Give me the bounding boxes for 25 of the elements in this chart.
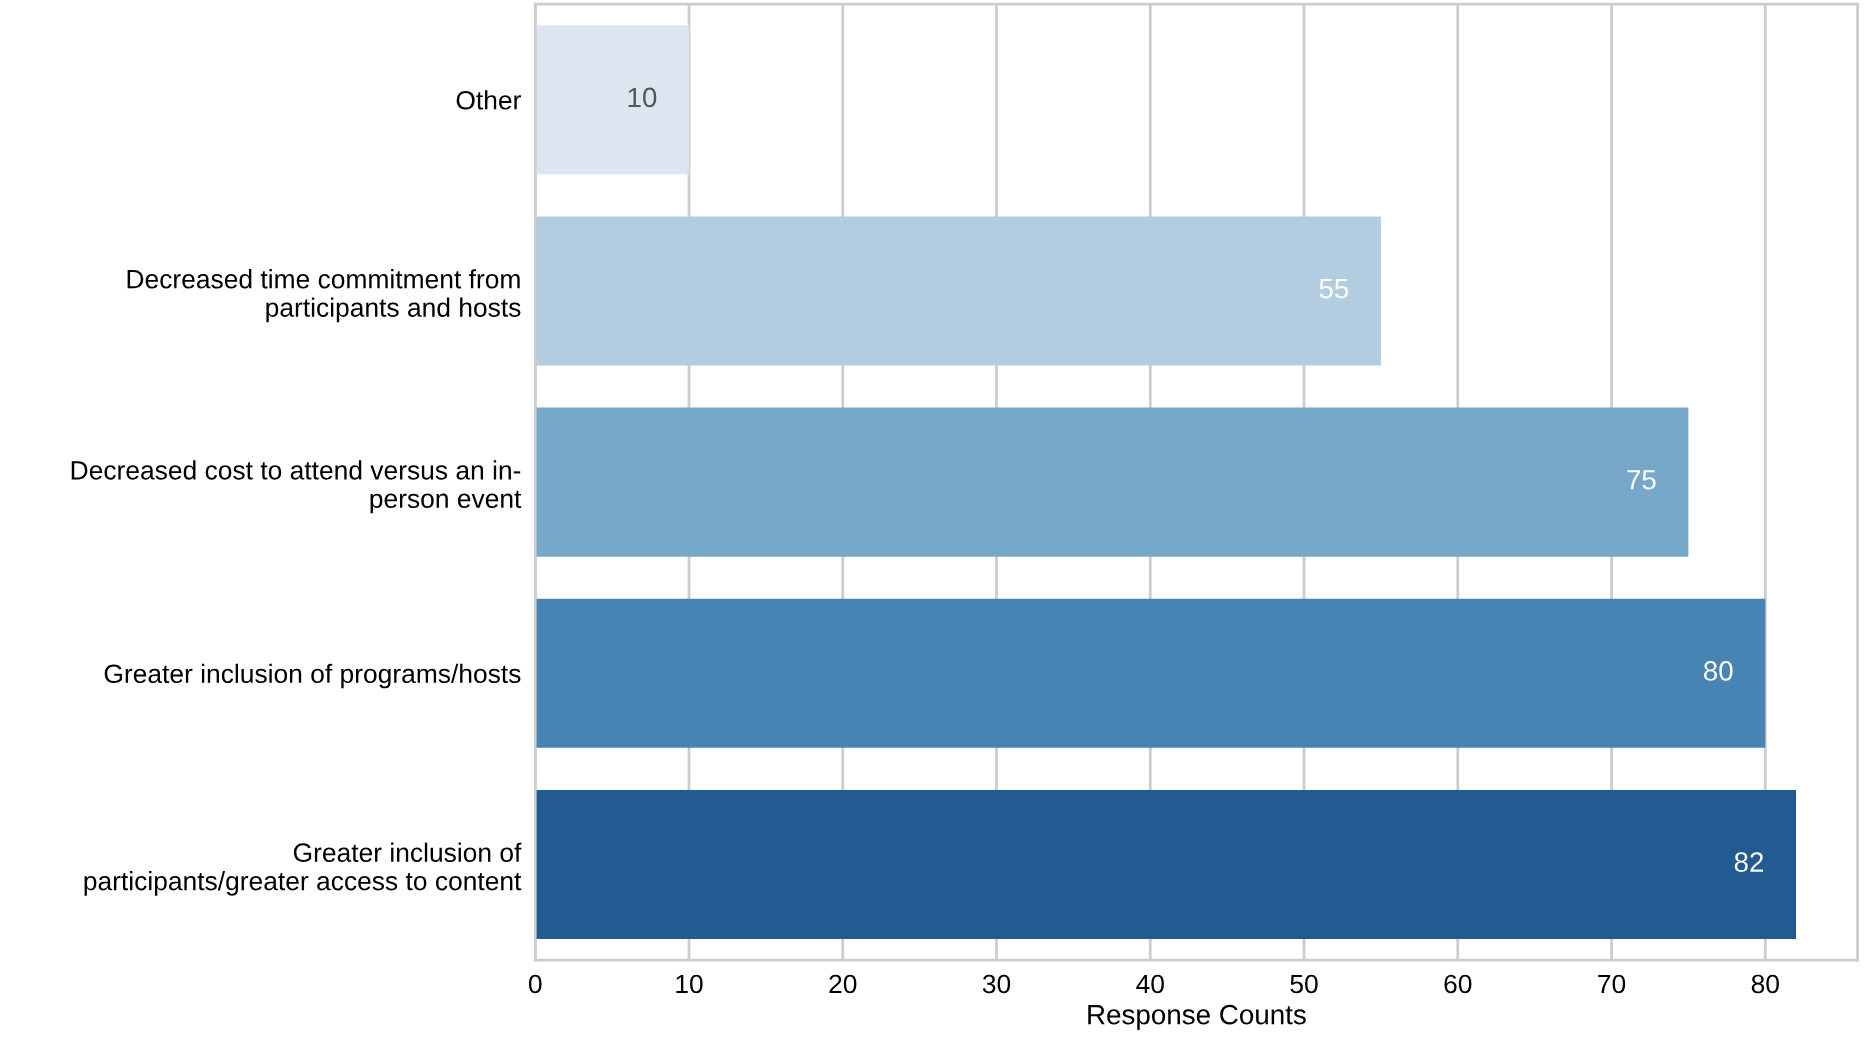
x-tick-label: 80 (1751, 974, 1779, 994)
y-tick-label: Greater inclusion of participants/greater access to content (84, 842, 522, 896)
x-tick-label: 40 (1136, 974, 1164, 994)
bar (535, 216, 1381, 366)
y-tick-label: Decreased time commitment from participants and hosts (127, 269, 521, 323)
data-label: 10 (628, 87, 657, 108)
y-tick-label: Greater inclusion of programs/hosts (104, 663, 521, 689)
data-label: 55 (1319, 279, 1349, 299)
y-tick-label: Other (456, 90, 521, 110)
bar (535, 25, 690, 175)
data-label: 82 (1734, 852, 1764, 872)
bar (535, 598, 1766, 748)
x-tick-label: 10 (676, 974, 703, 994)
bar (535, 407, 1689, 557)
x-tick-label: 30 (982, 974, 1011, 994)
x-tick-label: 0 (528, 974, 542, 994)
bar (535, 789, 1797, 940)
x-tick-label: 50 (1290, 974, 1318, 994)
x-axis-title: Response Counts (1088, 1004, 1306, 1030)
x-tick-label: 20 (829, 974, 857, 994)
data-label: 75 (1627, 470, 1656, 490)
data-label: 80 (1703, 661, 1733, 681)
x-tick-label: 70 (1598, 974, 1626, 994)
x-tick-label: 60 (1444, 974, 1472, 994)
y-tick-label: Decreased cost to attend versus an in- person event (71, 460, 522, 514)
